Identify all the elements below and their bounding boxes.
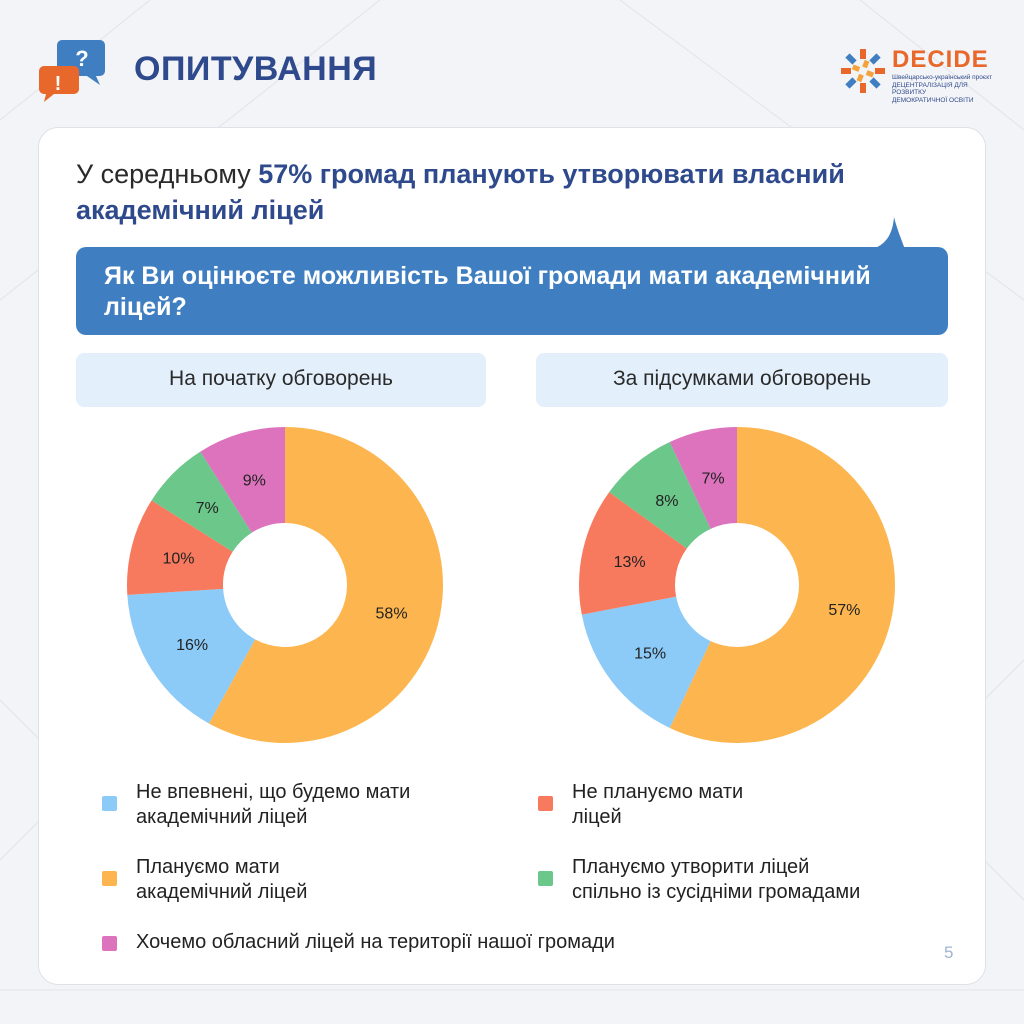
legend-label-plan: Плануємо мати академічний ліцей [136, 855, 307, 905]
question-bubble-tail [852, 217, 906, 253]
legend-label-line: Плануємо мати [136, 856, 280, 878]
slice-label-unsure: 16% [176, 637, 208, 654]
slice-label-no: 13% [614, 554, 646, 571]
slice-label-regional: 9% [243, 472, 266, 489]
donut-slice-joint [151, 451, 252, 552]
donut-chart-before: 58% 16% 10% 7% 9% [127, 427, 443, 743]
legend-label-line: ліцей [572, 806, 622, 828]
donut-slice-plan [669, 427, 895, 743]
donut-slice-regional [200, 427, 285, 533]
page-title: ОПИТУВАННЯ [134, 50, 378, 88]
donut-slice-plan [208, 427, 443, 743]
legend-swatch-plan [102, 871, 117, 886]
headline: У середньому 57% громад планують утворюв… [76, 156, 936, 228]
decide-logo-mark-icon [841, 49, 885, 93]
donut-slice-unsure [127, 588, 256, 724]
legend-label-line: спільно із сусідніми громадами [572, 881, 861, 903]
logo-subtitle-line: ДЕМОКРАТИЧНОЇ ОСВІТИ [892, 96, 974, 104]
legend-label-line: академічний ліцей [136, 806, 308, 828]
decide-logo: DECIDE Швейцарсько-український проєкт ДЕ… [838, 44, 998, 104]
slice-label-joint: 8% [655, 493, 678, 510]
svg-text:!: ! [55, 73, 62, 95]
legend-label-line: Хочемо обласний ліцей на території нашої… [136, 931, 615, 953]
headline-highlight: 57% громад планують утворювати власний а… [76, 159, 845, 225]
chart-title-before: На початку обговорень [76, 353, 486, 407]
donut-slice-no [579, 492, 687, 615]
legend-swatch-joint [538, 871, 553, 886]
legend-label-line: Не впевнені, що будемо мати [136, 781, 411, 803]
donut-slice-regional [669, 427, 737, 529]
legend-label-unsure: Не впевнені, що будемо мати академічний … [136, 780, 410, 830]
slice-label-unsure: 15% [634, 645, 666, 662]
question-box: Як Ви оцінюєте можливість Вашої громади … [76, 247, 948, 335]
legend-swatch-regional [102, 936, 117, 951]
logo-name: DECIDE [892, 46, 989, 73]
slice-label-joint: 7% [196, 500, 219, 517]
donut-slice-no [127, 500, 233, 595]
logo-subtitle: Швейцарсько-український проєкт ДЕЦЕНТРАЛ… [892, 74, 1002, 104]
donut-slice-unsure [581, 596, 711, 728]
legend-label-joint: Плануємо утворити ліцей спільно із сусід… [572, 855, 860, 905]
donut-chart-after: 57% 15% 13% 8% 7% [579, 427, 895, 743]
survey-bubbles-icon: ? ! [39, 40, 105, 102]
page-number: 5 [944, 943, 954, 962]
slice-label-plan: 58% [376, 605, 408, 622]
legend-label-regional: Хочемо обласний ліцей на території нашої… [136, 930, 615, 955]
legend-swatch-unsure [102, 796, 117, 811]
legend-label-line: Не плануємо мати [572, 781, 744, 803]
legend-label-line: академічний ліцей [136, 881, 308, 903]
legend-label-no: Не плануємо мати ліцей [572, 780, 743, 830]
slice-label-regional: 7% [701, 471, 724, 488]
slice-label-plan: 57% [828, 602, 860, 619]
slice-label-no: 10% [162, 551, 194, 568]
question-text: Як Ви оцінюєте можливість Вашої громади … [104, 262, 871, 321]
chart-title-after: За підсумками обговорень [536, 353, 948, 407]
logo-subtitle-line: ДЕЦЕНТРАЛІЗАЦІЯ ДЛЯ РОЗВИТКУ [892, 81, 968, 97]
headline-prefix: У середньому [76, 159, 259, 189]
legend-swatch-no [538, 796, 553, 811]
logo-subtitle-line: Швейцарсько-український проєкт [892, 74, 993, 81]
svg-text:?: ? [75, 46, 88, 71]
legend-label-line: Плануємо утворити ліцей [572, 856, 810, 878]
donut-slice-joint [609, 442, 711, 549]
